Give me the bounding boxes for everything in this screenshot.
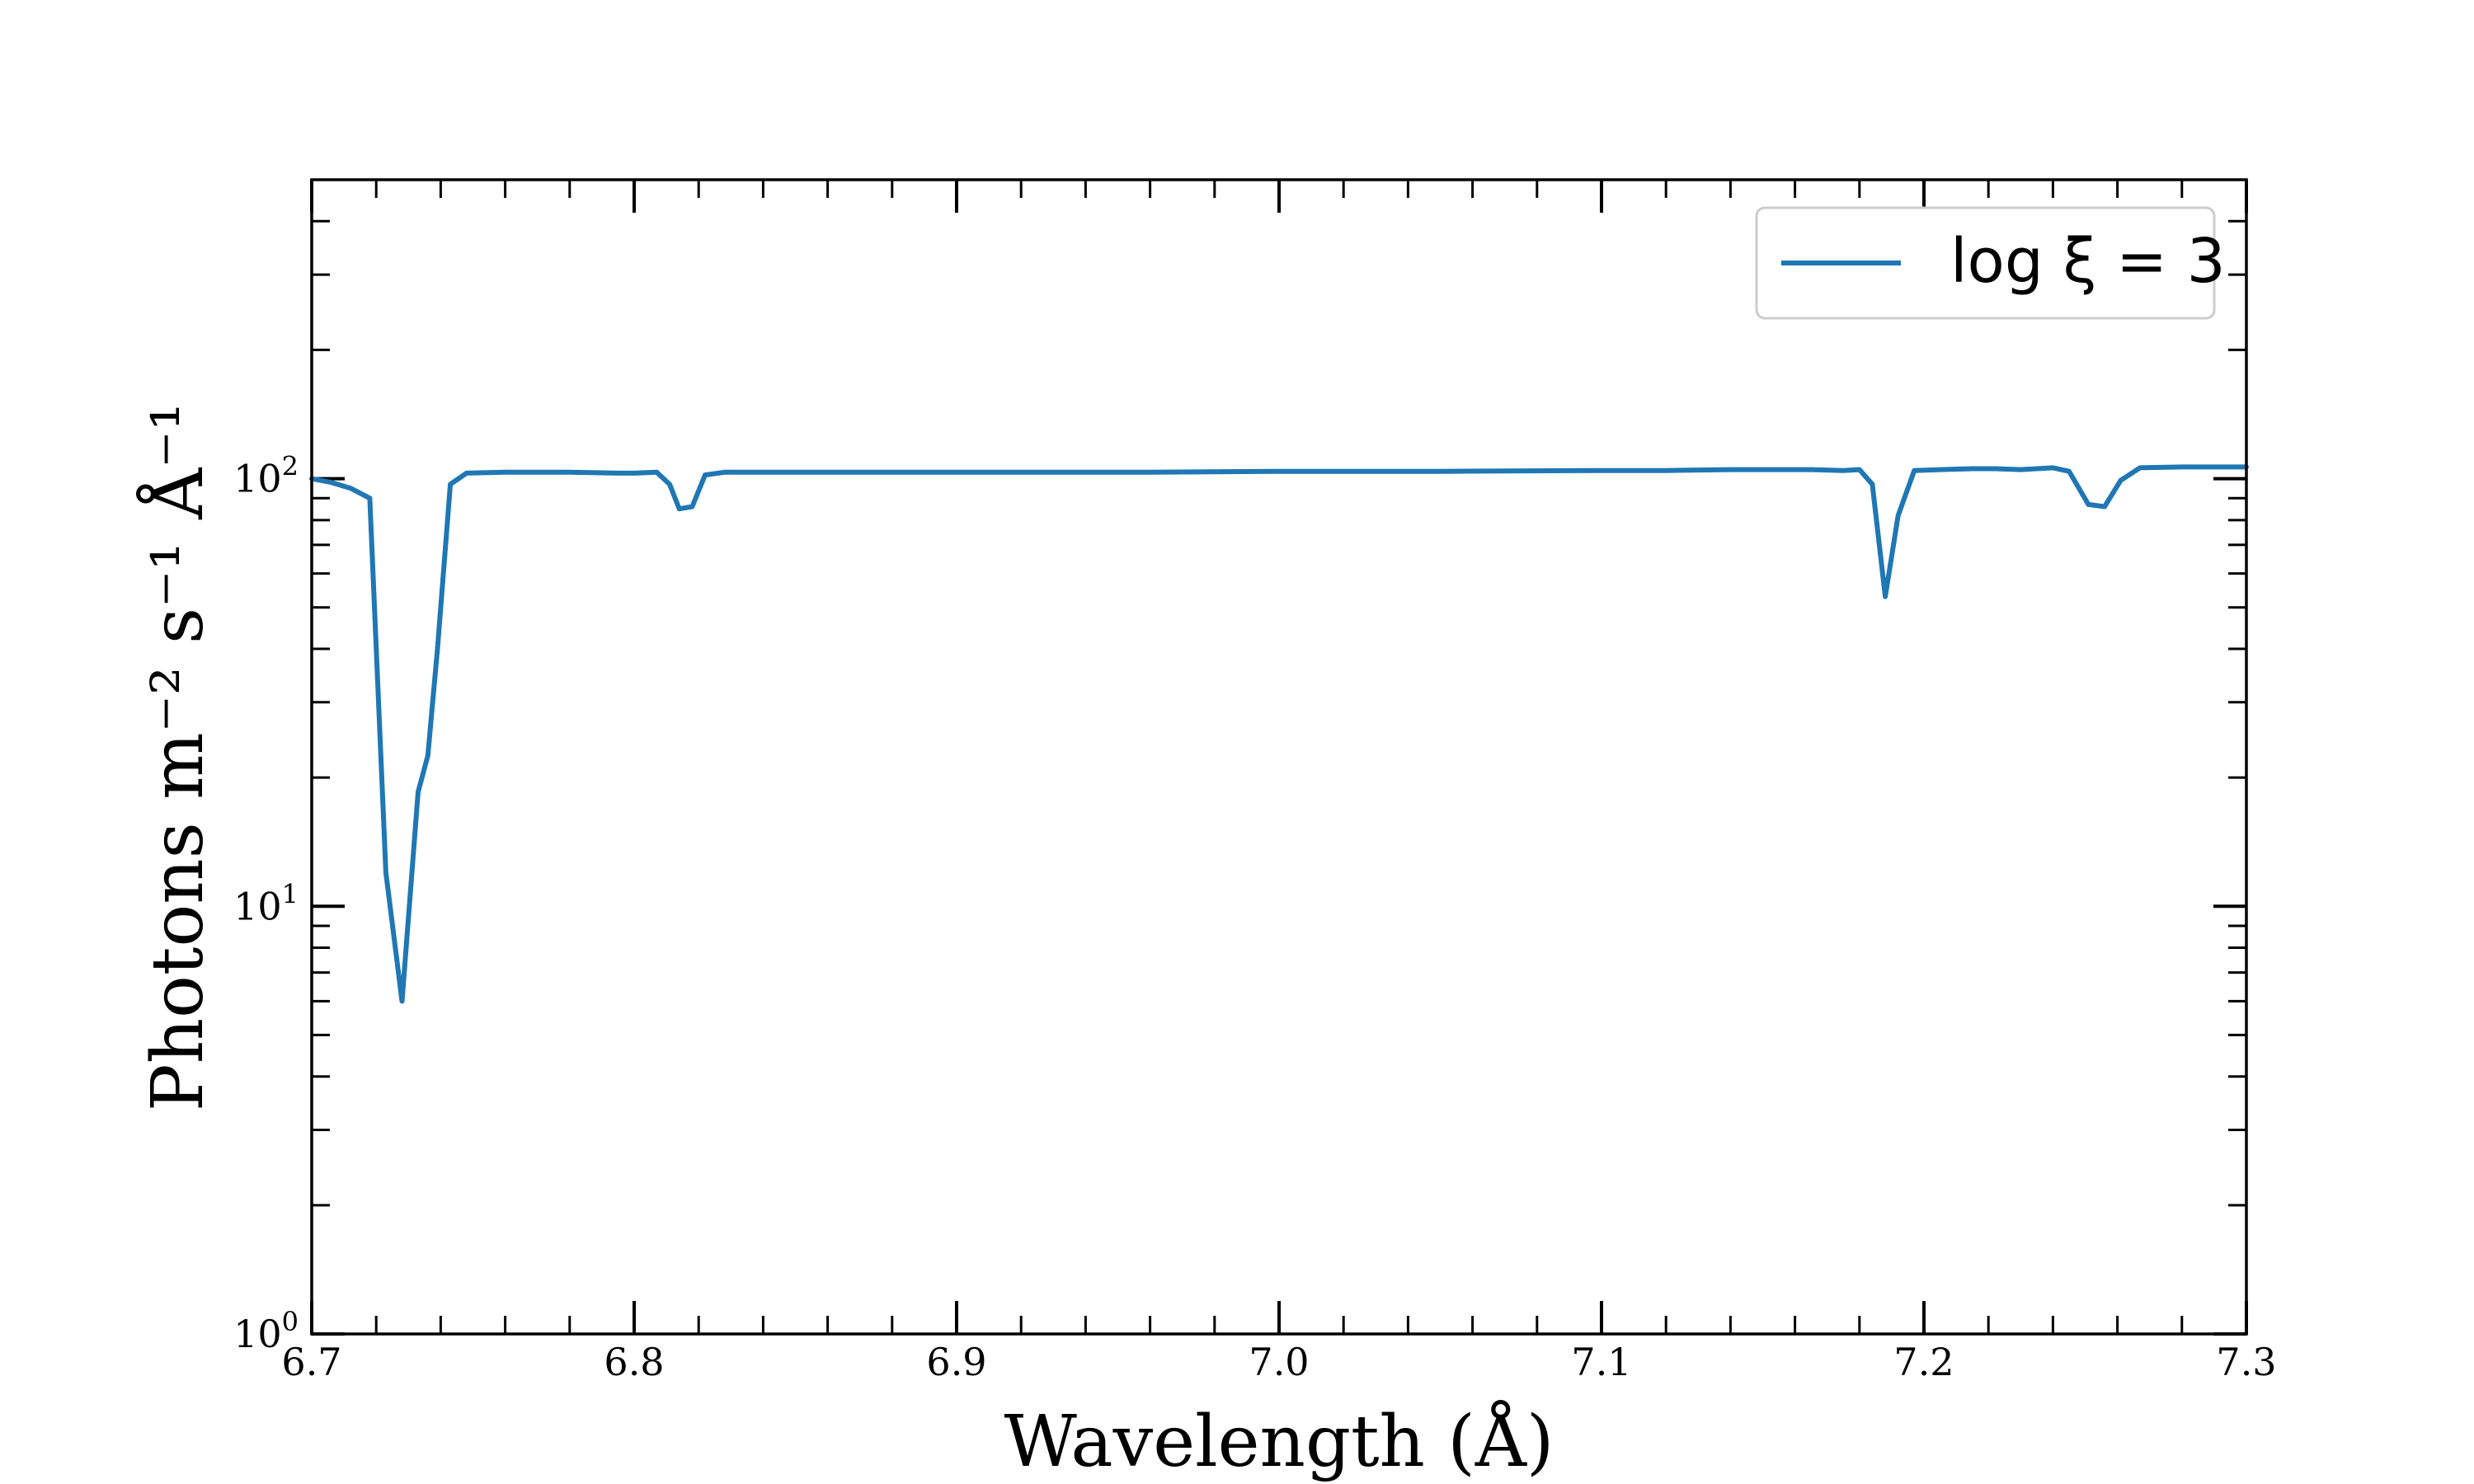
series-layer — [309, 464, 2249, 1004]
x-tick-label: 6.9 — [926, 1340, 986, 1384]
plot-area-background — [312, 180, 2246, 1334]
y-axis-label: Photons m⁻² s⁻¹ Å⁻¹ — [136, 402, 219, 1111]
axes-frame — [310, 178, 2248, 1336]
x-tick-label: 6.8 — [604, 1340, 664, 1384]
y-tick-label: 101 — [233, 878, 299, 928]
x-axis-label: Wavelength (Å) — [1004, 1400, 1554, 1483]
x-tick-label: 6.7 — [281, 1340, 341, 1384]
legend-box — [1755, 206, 2216, 320]
x-tick-label: 7.3 — [2216, 1340, 2276, 1384]
y-tick-label: 100 — [233, 1306, 299, 1356]
x-tick-label: 7.2 — [1893, 1340, 1954, 1384]
y-tick-label: 102 — [233, 451, 299, 501]
legend-label: log ξ = 3 — [1950, 226, 2226, 297]
series-line-0 — [309, 464, 2249, 1004]
labels-layer: 6.7 6.8 6.9 7.0 7.1 7.2 7.3 100 101 102 — [233, 451, 2276, 1384]
x-tick-label: 7.1 — [1571, 1340, 1631, 1384]
x-tick-label: 7.0 — [1249, 1340, 1309, 1384]
legend: log ξ = 3 — [1755, 206, 2226, 320]
